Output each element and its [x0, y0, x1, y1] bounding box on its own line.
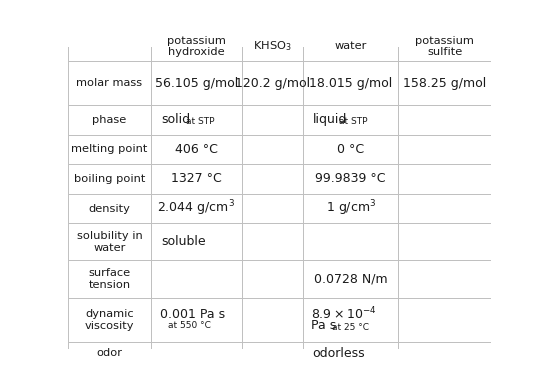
- Bar: [151, 260, 242, 298]
- Bar: [242, 61, 303, 105]
- Bar: [242, 105, 303, 134]
- Bar: [68, 223, 151, 260]
- Bar: [151, 134, 242, 164]
- Bar: [303, 298, 399, 342]
- Text: 406 °C: 406 °C: [175, 143, 218, 156]
- Bar: [399, 342, 491, 364]
- Text: 99.9839 °C: 99.9839 °C: [316, 172, 386, 185]
- Text: at STP: at STP: [339, 117, 367, 126]
- Bar: [399, 260, 491, 298]
- Text: 1327 °C: 1327 °C: [171, 172, 222, 185]
- Bar: [303, 32, 399, 61]
- Text: 56.105 g/mol: 56.105 g/mol: [155, 76, 238, 90]
- Text: 0.0728 N/m: 0.0728 N/m: [314, 272, 388, 285]
- Text: melting point: melting point: [72, 144, 148, 154]
- Text: liquid: liquid: [313, 113, 347, 126]
- Text: at 25 °C: at 25 °C: [331, 323, 369, 332]
- Bar: [242, 342, 303, 364]
- Bar: [151, 164, 242, 194]
- Bar: [303, 105, 399, 134]
- Bar: [399, 194, 491, 223]
- Bar: [303, 342, 399, 364]
- Bar: [242, 32, 303, 61]
- Text: at 550 °C: at 550 °C: [168, 321, 211, 330]
- Bar: [242, 298, 303, 342]
- Bar: [303, 194, 399, 223]
- Bar: [151, 105, 242, 134]
- Text: 0 °C: 0 °C: [337, 143, 364, 156]
- Bar: [68, 32, 151, 61]
- Text: solubility in
water: solubility in water: [76, 231, 143, 253]
- Text: soluble: soluble: [162, 235, 206, 249]
- Text: $\mathregular{KHSO_3}$: $\mathregular{KHSO_3}$: [253, 40, 292, 53]
- Text: water: water: [335, 42, 367, 51]
- Bar: [303, 164, 399, 194]
- Text: $\mathregular{2.044\ g/cm^3}$: $\mathregular{2.044\ g/cm^3}$: [157, 199, 235, 218]
- Bar: [68, 164, 151, 194]
- Text: molar mass: molar mass: [76, 78, 143, 88]
- Bar: [151, 194, 242, 223]
- Bar: [303, 134, 399, 164]
- Text: potassium
sulfite: potassium sulfite: [416, 36, 474, 57]
- Bar: [399, 61, 491, 105]
- Text: phase: phase: [92, 115, 127, 125]
- Bar: [399, 32, 491, 61]
- Text: potassium
hydroxide: potassium hydroxide: [167, 36, 225, 57]
- Bar: [242, 194, 303, 223]
- Text: 0.001 Pa s: 0.001 Pa s: [160, 308, 225, 321]
- Text: dynamic
viscosity: dynamic viscosity: [85, 309, 134, 331]
- Bar: [242, 164, 303, 194]
- Bar: [151, 32, 242, 61]
- Bar: [68, 260, 151, 298]
- Bar: [151, 223, 242, 260]
- Bar: [68, 298, 151, 342]
- Bar: [151, 342, 242, 364]
- Bar: [68, 134, 151, 164]
- Bar: [151, 61, 242, 105]
- Text: odorless: odorless: [313, 347, 365, 360]
- Bar: [68, 342, 151, 364]
- Bar: [68, 194, 151, 223]
- Bar: [151, 298, 242, 342]
- Bar: [242, 223, 303, 260]
- Bar: [303, 260, 399, 298]
- Bar: [242, 260, 303, 298]
- Bar: [68, 61, 151, 105]
- Text: density: density: [88, 203, 130, 214]
- Bar: [68, 105, 151, 134]
- Bar: [303, 223, 399, 260]
- Text: 120.2 g/mol: 120.2 g/mol: [235, 76, 310, 90]
- Bar: [303, 61, 399, 105]
- Bar: [242, 134, 303, 164]
- Text: Pa s: Pa s: [311, 319, 336, 332]
- Text: 18.015 g/mol: 18.015 g/mol: [309, 76, 393, 90]
- Bar: [399, 134, 491, 164]
- Text: surface
tension: surface tension: [88, 268, 130, 290]
- Text: odor: odor: [97, 348, 122, 358]
- Text: solid: solid: [162, 113, 191, 126]
- Text: $8.9\times10^{-4}$: $8.9\times10^{-4}$: [311, 306, 376, 322]
- Bar: [399, 298, 491, 342]
- Text: 158.25 g/mol: 158.25 g/mol: [403, 76, 486, 90]
- Bar: [399, 223, 491, 260]
- Text: $\mathregular{1\ g/cm^3}$: $\mathregular{1\ g/cm^3}$: [325, 199, 376, 218]
- Bar: [399, 105, 491, 134]
- Text: at STP: at STP: [186, 117, 214, 126]
- Text: boiling point: boiling point: [74, 174, 145, 184]
- Bar: [399, 164, 491, 194]
